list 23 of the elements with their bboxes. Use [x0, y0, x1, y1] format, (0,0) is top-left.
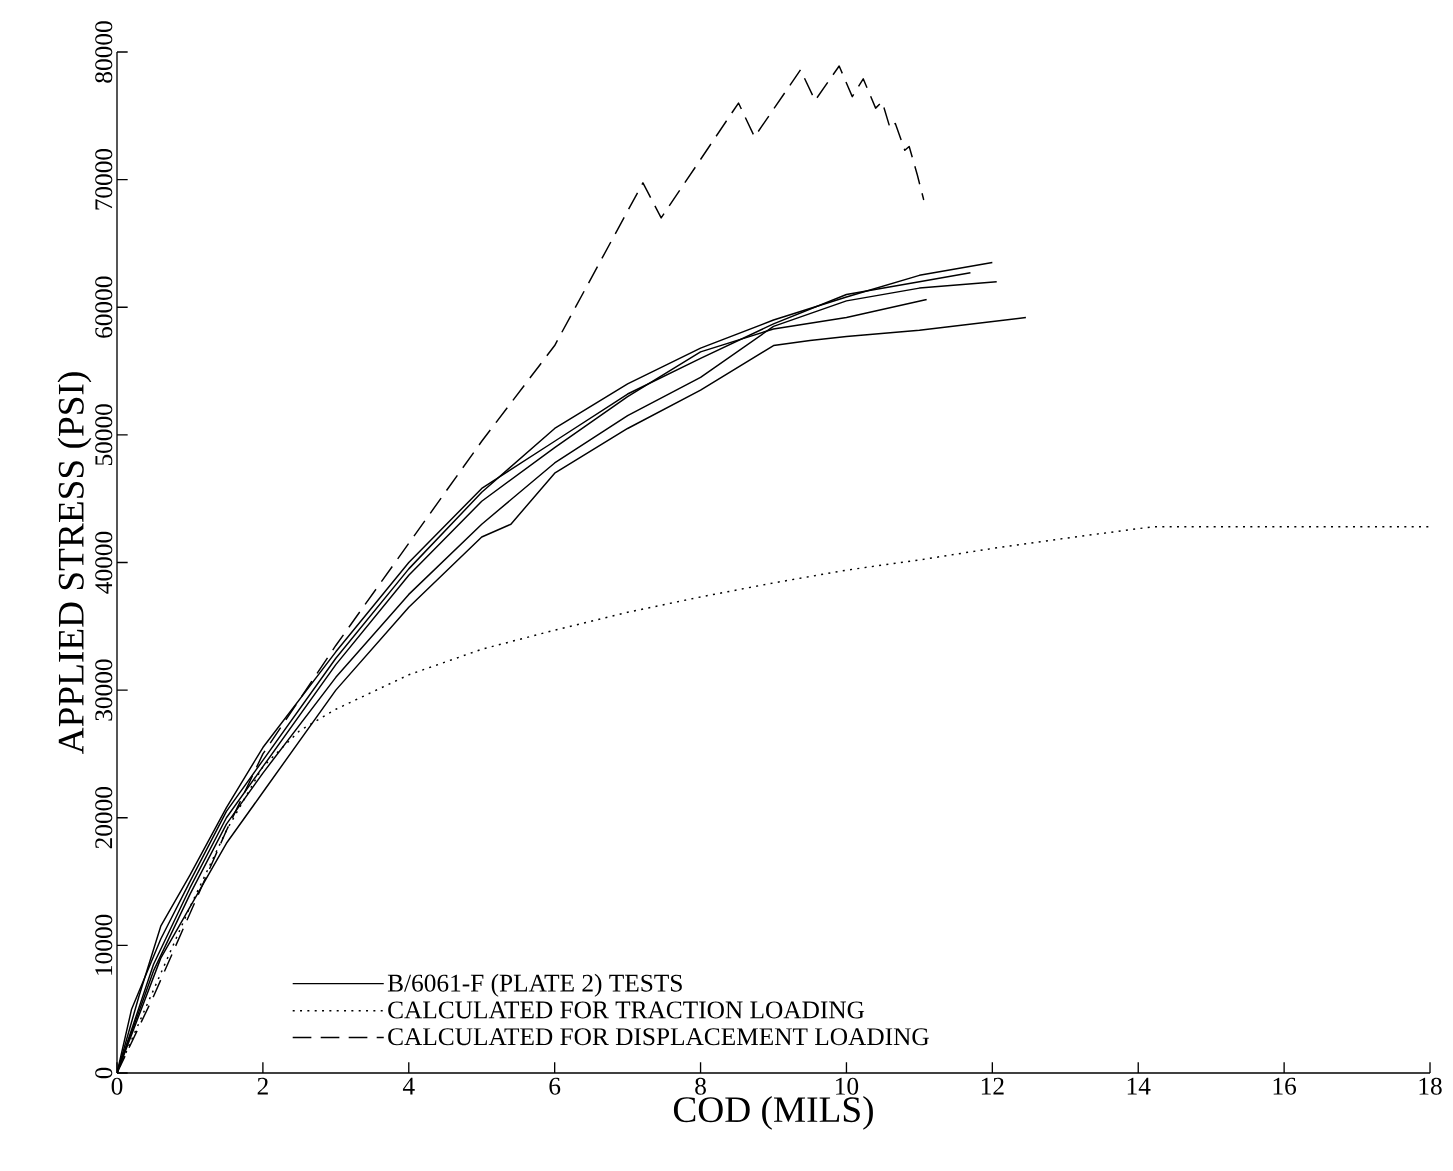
y-axis-title: APPLIED STRESS (PSI): [57, 372, 92, 755]
x-tick-label: 6: [549, 1077, 561, 1095]
y-tick-label: 60000: [95, 276, 113, 338]
legend-label: CALCULATED FOR TRACTION LOADING: [388, 1001, 865, 1019]
y-tick-label: 50000: [95, 404, 113, 466]
y-tick-label: 70000: [95, 148, 113, 210]
x-tick-label: 2: [257, 1077, 268, 1095]
legend-label: B/6061-F (PLATE 2) TESTS: [387, 973, 682, 997]
x-tick-label: 8: [695, 1077, 706, 1095]
y-tick-label: 0: [95, 1067, 113, 1079]
legend-label: CALCULATED FOR DISPLACEMENT LOADING: [388, 1028, 929, 1046]
x-tick-label: 4: [402, 1077, 415, 1095]
x-tick-label: 10: [836, 1077, 859, 1095]
x-tick-label: 18: [1419, 1077, 1442, 1095]
y-tick-label: 30000: [95, 659, 113, 721]
x-tick-label: 14: [1127, 1077, 1151, 1095]
y-tick-label: 80000: [95, 21, 113, 83]
y-tick-label: 40000: [95, 531, 113, 594]
x-axis-title: COD (MILS): [673, 1095, 873, 1130]
x-tick-label: 12: [981, 1077, 1004, 1095]
x-tick-label: 16: [1273, 1077, 1297, 1095]
y-tick-label: 10000: [95, 914, 113, 975]
y-tick-label: 20000: [95, 787, 113, 849]
